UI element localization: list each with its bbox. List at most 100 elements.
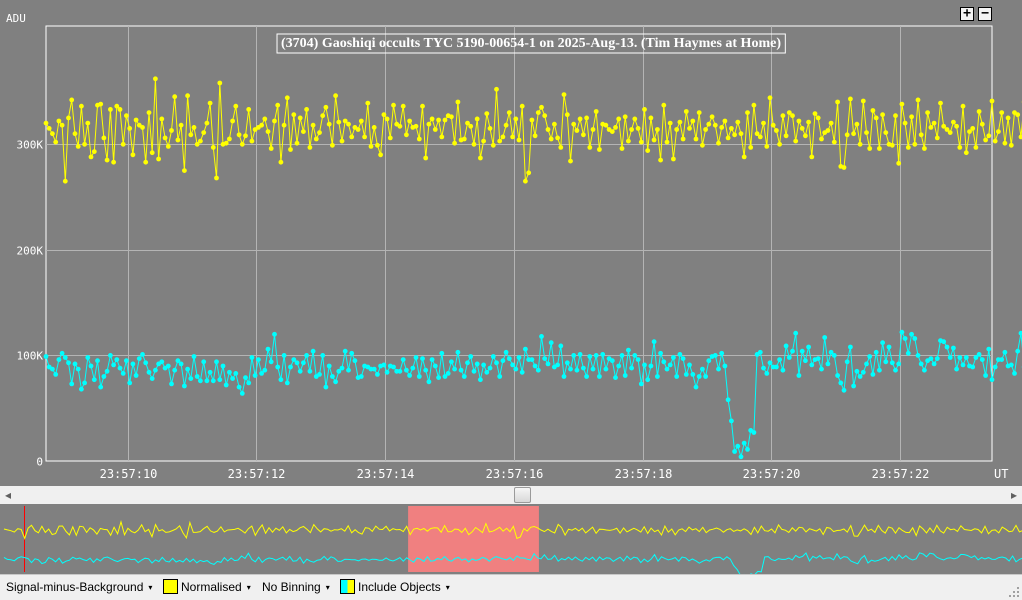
data-point [375,142,380,148]
data-point [552,121,557,127]
data-point [983,137,988,143]
data-point [307,368,313,374]
data-point [111,159,116,165]
data-point [317,372,322,377]
data-point [790,348,795,354]
data-point [825,128,831,133]
scrollbar-thumb[interactable] [514,487,531,503]
x-tick-label: 23:57:18 [615,467,673,481]
data-point [246,107,252,112]
data-point [774,128,779,133]
data-point [648,363,654,369]
data-point [568,366,573,372]
overview-strip[interactable] [0,504,1022,574]
data-point [870,108,876,113]
data-point [896,160,902,166]
data-point [124,358,129,364]
zoom-in-button[interactable]: + [960,7,974,21]
data-point [252,373,258,378]
data-point [709,114,715,120]
data-point [1002,140,1008,146]
data-point [761,120,766,126]
data-point [951,119,956,125]
data-point [381,362,387,368]
data-point [62,178,68,184]
data-point [909,114,914,120]
data-point [204,378,210,384]
data-point [584,115,589,121]
objects-dropdown[interactable]: Include Objects ▾ [340,578,450,597]
data-point [284,380,290,386]
data-point [407,118,412,124]
data-point [928,356,934,361]
data-point [91,149,97,155]
data-point [819,366,824,372]
data-point [957,145,963,150]
data-point [500,358,506,364]
data-point [803,358,808,364]
data-point [149,376,155,381]
data-point [548,136,554,142]
data-point [227,136,232,142]
data-point [487,125,493,131]
data-point [487,365,493,371]
data-point [539,104,544,110]
data-point [233,103,239,109]
data-point [889,360,895,366]
data-point [104,157,110,163]
data-point [712,353,718,358]
resize-grip-icon[interactable] [1008,586,1020,598]
data-point [371,125,377,130]
binning-dropdown[interactable]: No Binning ▾ [262,578,330,597]
data-point [719,350,725,356]
data-point [622,114,628,120]
data-point [217,80,223,86]
zoom-out-button[interactable]: − [978,7,992,21]
data-point [503,349,509,355]
data-point [989,377,995,383]
horizontal-scrollbar[interactable]: ◂ ▸ [0,486,1022,504]
data-point [973,355,979,360]
data-point [516,355,522,360]
series-line-1 [45,330,1022,459]
data-point [523,178,528,184]
x-tick-label: 23:57:10 [100,467,158,481]
data-point [535,367,541,373]
data-point [626,138,631,144]
data-point [806,119,811,125]
data-point [259,371,264,376]
data-point [934,135,940,141]
data-point [352,358,358,364]
data-point [555,135,560,141]
data-point [603,366,609,372]
scroll-left-icon[interactable]: ◂ [4,488,12,502]
data-point [111,362,116,368]
data-point [426,121,432,127]
normalised-dropdown[interactable]: Normalised ▾ [163,578,251,597]
data-point [857,374,863,379]
data-point [423,367,429,373]
data-point [503,122,509,128]
data-point [944,344,950,350]
data-point [43,120,49,126]
data-point [799,125,805,131]
data-point [236,132,242,138]
data-point [490,142,496,148]
data-point [133,373,139,378]
mode-dropdown[interactable]: Signal-minus-Background ▾ [6,578,152,597]
data-point [558,343,564,349]
data-point [436,117,441,123]
data-point [786,110,792,115]
overview-chart[interactable] [0,504,1022,574]
data-point [613,375,618,380]
data-point [130,152,136,158]
data-point [471,368,477,374]
data-point [667,362,673,368]
data-point [571,353,577,358]
data-point [732,449,737,454]
data-point [1002,349,1008,355]
data-point [883,359,889,365]
data-point [449,114,454,120]
scroll-right-icon[interactable]: ▸ [1010,488,1018,502]
data-point [835,373,840,378]
